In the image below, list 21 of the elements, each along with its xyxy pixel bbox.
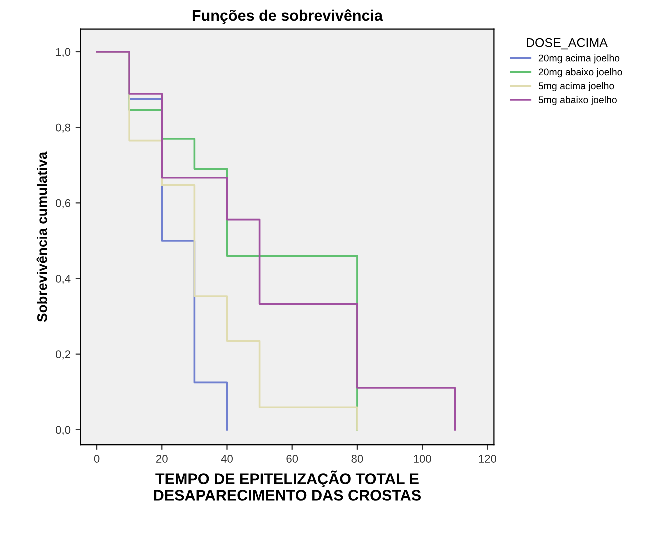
legend-title: DOSE_ACIMA <box>527 38 608 50</box>
x-tick-label: 120 <box>479 455 497 463</box>
y-tick-label: 0,6 <box>56 199 71 209</box>
y-tick-label: 1,0 <box>56 48 71 58</box>
x-tick-label: 60 <box>286 455 298 463</box>
x-tick-label: 20 <box>156 455 168 463</box>
legend-label: 5mg acima joelho <box>538 82 614 92</box>
x-tick-label: 40 <box>221 455 233 463</box>
y-tick-label: 0,0 <box>56 426 71 436</box>
legend-label: 20mg acima joelho <box>538 54 620 64</box>
chart-title: Funções de sobrevivência <box>192 10 384 24</box>
x-tick-label: 0 <box>94 455 100 463</box>
y-tick-label: 0,8 <box>56 124 71 134</box>
x-tick-label: 100 <box>414 455 432 463</box>
y-tick-label: 0,4 <box>56 275 71 284</box>
y-axis-title: Sobrevivência cumulativa <box>36 152 48 322</box>
legend-label: 20mg abaixo joelho <box>538 68 622 78</box>
x-axis-title: TEMPO DE EPITELIZAÇÃO TOTAL E DESAPARECIMENTO DAS CROSTAS <box>154 470 421 501</box>
x-tick-label: 80 <box>352 455 364 463</box>
legend-label: 5mg abaixo joelho <box>538 96 617 106</box>
y-tick-label: 0,2 <box>56 350 70 360</box>
